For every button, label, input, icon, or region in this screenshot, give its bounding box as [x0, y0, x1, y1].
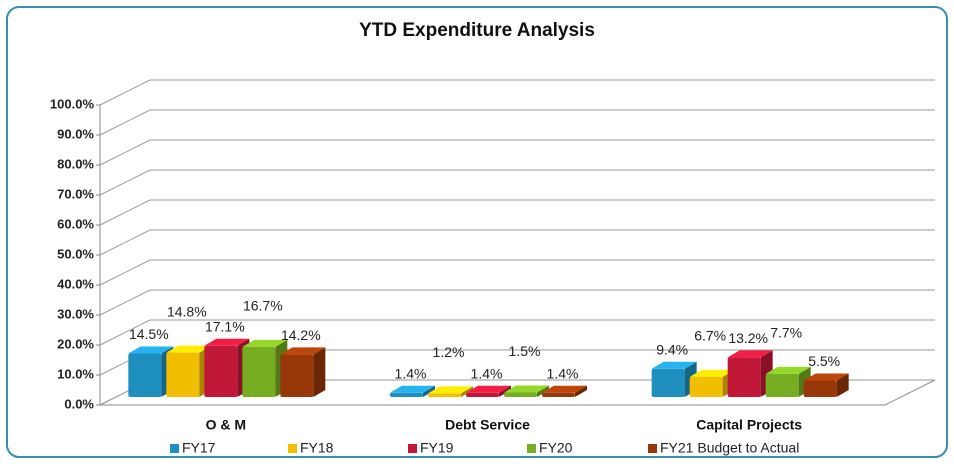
bar-front — [727, 357, 761, 397]
bar-front — [504, 392, 537, 397]
value-label: 17.1% — [205, 318, 245, 334]
legend-swatch — [288, 444, 297, 453]
x-tick-label: O & M — [206, 417, 246, 433]
y-tick-label: 50.0% — [57, 246, 94, 261]
legend-swatch — [408, 444, 417, 453]
bar-top — [765, 366, 811, 374]
grid-line — [99, 79, 935, 106]
bar-front — [803, 380, 837, 397]
value-label: 14.5% — [129, 326, 169, 342]
bar-front — [204, 345, 238, 397]
bar-side — [537, 385, 549, 397]
bar-side — [575, 385, 587, 397]
bar-side — [499, 385, 511, 397]
value-label: 1.4% — [395, 366, 427, 382]
y-tick-label: 100.0% — [50, 96, 95, 111]
grid-line — [99, 169, 935, 196]
value-label: 6.7% — [694, 328, 726, 344]
y-tick-label: 80.0% — [57, 156, 94, 171]
y-tick-label: 0.0% — [64, 396, 94, 411]
bar-top — [204, 338, 250, 346]
bar-front — [428, 393, 461, 397]
value-label: 1.4% — [471, 366, 503, 382]
bar-top — [651, 361, 697, 369]
bar — [466, 385, 511, 397]
bar — [428, 386, 473, 397]
legend-label: FY17 — [182, 440, 216, 456]
value-label: 9.4% — [656, 342, 688, 358]
legend-label: FY21 Budget to Actual — [660, 440, 799, 456]
bar-top — [803, 373, 849, 381]
y-tick-label: 90.0% — [57, 126, 94, 141]
y-tick-label: 20.0% — [57, 336, 94, 351]
bar-top — [504, 385, 549, 393]
bar — [542, 385, 587, 397]
grid-line — [99, 319, 935, 346]
bar-front — [128, 353, 162, 397]
value-label: 14.8% — [167, 303, 207, 319]
bar — [504, 385, 549, 397]
bar-side — [461, 386, 473, 397]
bar-top — [242, 339, 288, 347]
legend-label: FY18 — [300, 440, 334, 456]
bar — [280, 347, 326, 397]
value-label: 5.5% — [808, 353, 840, 369]
bar-front — [242, 346, 276, 397]
bar-top — [428, 386, 473, 394]
value-label: 1.4% — [547, 366, 579, 382]
bar-top — [280, 347, 326, 355]
value-label: 7.7% — [770, 325, 802, 341]
grid-line — [99, 199, 935, 226]
value-label: 1.2% — [433, 344, 465, 360]
legend-swatch — [527, 444, 536, 453]
bar-top — [689, 369, 735, 377]
bar-side — [423, 385, 435, 397]
legend-swatch — [170, 444, 179, 453]
y-tick-label: 30.0% — [57, 306, 94, 321]
bar-front — [689, 376, 723, 397]
bar-top — [128, 346, 174, 354]
bar-front — [765, 373, 799, 397]
bar-top — [542, 385, 587, 393]
value-label: 1.5% — [509, 343, 541, 359]
grid-line — [99, 259, 935, 286]
bar — [803, 373, 849, 397]
grid-line — [99, 289, 935, 316]
legend-label: FY20 — [539, 440, 573, 456]
bar-top — [727, 350, 773, 358]
grid-line — [99, 109, 935, 136]
y-tick-label: 10.0% — [57, 366, 94, 381]
bar-top — [466, 385, 511, 393]
grid-line — [99, 139, 935, 166]
legend-label: FY19 — [420, 440, 454, 456]
value-label: 13.2% — [728, 330, 768, 346]
chart-title: YTD Expenditure Analysis — [359, 20, 595, 41]
x-tick-label: Capital Projects — [696, 417, 802, 433]
bar-side — [836, 373, 849, 397]
bar-front — [166, 352, 200, 397]
bar-top — [166, 345, 212, 353]
y-tick-label: 70.0% — [57, 186, 94, 201]
x-tick-label: Debt Service — [445, 417, 530, 433]
y-tick-label: 40.0% — [57, 276, 94, 291]
bar-front — [542, 392, 575, 397]
bar — [390, 385, 435, 397]
bar — [765, 366, 811, 397]
value-label: 14.2% — [281, 327, 321, 343]
legend-swatch — [648, 444, 657, 453]
bar-front — [651, 368, 685, 397]
bar-front — [280, 354, 314, 397]
value-label: 16.7% — [243, 298, 283, 314]
bar-side — [313, 347, 326, 397]
bar-front — [390, 392, 423, 397]
bar-front — [466, 392, 499, 397]
grid-line — [99, 229, 935, 256]
y-tick-label: 60.0% — [57, 216, 94, 231]
bar-top — [390, 385, 435, 393]
